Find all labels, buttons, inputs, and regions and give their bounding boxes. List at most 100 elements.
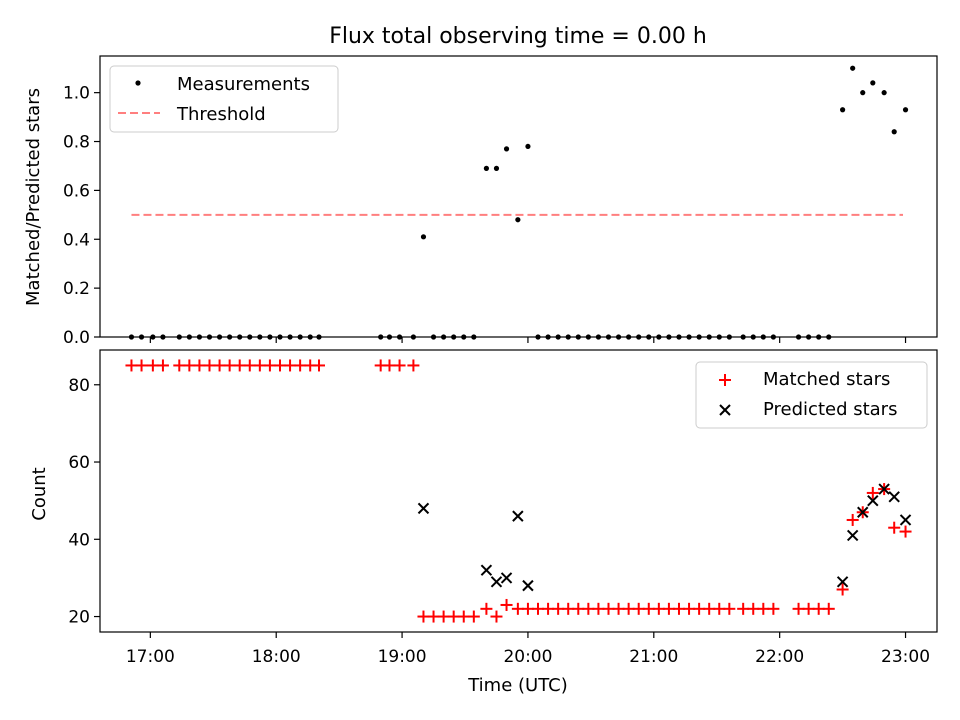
matched-stars-point <box>552 602 565 615</box>
matched-stars-point <box>407 359 420 372</box>
predicted-stars-point <box>836 576 849 588</box>
measurements-point <box>503 146 510 152</box>
matched-stars-point <box>284 359 297 372</box>
matched-stars-point <box>899 525 912 538</box>
legend-measurements-label: Measurements <box>177 74 310 95</box>
bottom-ylabel: Count <box>29 467 50 520</box>
matched-stars-point <box>767 602 780 615</box>
predicted-stars-point <box>857 506 869 518</box>
matched-stars-point <box>836 583 849 596</box>
matched-stars-point <box>802 602 815 615</box>
predicted-stars-point <box>899 514 912 526</box>
matched-stars-point <box>213 359 226 372</box>
matched-stars-point <box>480 602 493 615</box>
matched-stars-point <box>642 602 655 615</box>
matched-stars-point <box>203 359 216 372</box>
measurements-point <box>420 234 427 240</box>
matched-stars-point <box>521 602 534 615</box>
matched-stars-point <box>135 359 148 372</box>
matched-stars-point <box>542 602 555 615</box>
matched-stars-point <box>723 602 736 615</box>
bottom-ytick-label: 40 <box>68 530 90 550</box>
matched-stars-point <box>146 359 159 372</box>
matched-stars-point <box>622 602 635 615</box>
measurements-point <box>483 165 490 171</box>
matched-stars-point <box>273 359 286 372</box>
predicted-stars-point <box>878 483 890 495</box>
matched-stars-point <box>156 359 169 372</box>
matched-stars-point <box>602 602 615 615</box>
measurements-point <box>891 129 897 135</box>
top-xticks <box>149 337 907 343</box>
predicted-stars-point <box>846 529 859 542</box>
matched-stars-point <box>253 359 266 372</box>
matched-stars-point <box>703 602 716 615</box>
matched-stars-point <box>457 610 470 623</box>
matched-stars-point <box>223 359 236 372</box>
top-ytick-label: 0.2 <box>63 279 90 299</box>
predicted-stars-point <box>888 491 900 503</box>
legend-predicted-marker <box>719 404 731 416</box>
matched-stars-point <box>888 521 901 534</box>
matched-stars-point <box>662 602 675 615</box>
matched-stars-point <box>490 610 503 623</box>
matched-stars-point <box>713 602 726 615</box>
matched-stars-point <box>612 602 625 615</box>
predicted-stars-point <box>512 510 524 522</box>
xtick-label: 19:00 <box>378 647 427 667</box>
bottom-ytick-label: 60 <box>68 453 90 473</box>
matched-stars-point <box>812 602 825 615</box>
matched-stars-point <box>572 602 585 615</box>
top-panel: 0.0 0.2 0.4 0.6 0.8 1.0 Matched/Predicted sta… <box>23 55 938 348</box>
matched-stars-point <box>125 359 138 372</box>
measurements-point <box>840 107 846 113</box>
legend-predicted-label: Predicted stars <box>763 399 897 420</box>
matched-stars-point <box>592 602 605 615</box>
matched-stars-point <box>173 359 186 372</box>
x-axis-label: Time (UTC) <box>467 675 568 696</box>
xtick-label: 18:00 <box>252 647 301 667</box>
matched-stars-point <box>294 359 307 372</box>
matched-stars-point <box>313 359 326 372</box>
legend-threshold-label: Threshold <box>176 104 266 125</box>
top-plot-frame <box>99 55 938 338</box>
bottom-ytick-label: 20 <box>68 608 90 628</box>
measurements-point <box>493 165 500 171</box>
matched-stars-point <box>383 359 396 372</box>
matched-stars-point <box>792 602 805 615</box>
matched-stars-point <box>447 610 460 623</box>
xtick-label: 17:00 <box>126 647 175 667</box>
bottom-panel: 17:00 18:00 19:00 20:00 21:00 22:00 23:00 20 40… <box>29 349 938 696</box>
top-ylabel: Matched/Predicted stars <box>23 88 44 306</box>
xtick-label: 21:00 <box>629 647 678 667</box>
top-legend: Measurements Threshold <box>109 65 339 133</box>
legend-matched-label: Matched stars <box>763 369 890 390</box>
top-yticks: 0.0 0.2 0.4 0.6 0.8 1.0 <box>63 84 100 348</box>
predicted-stars-point <box>500 572 513 584</box>
matched-stars-point <box>243 359 256 372</box>
legend-measurements-marker <box>135 80 141 86</box>
top-ytick-label: 0.4 <box>63 230 90 250</box>
matched-stars-point <box>562 602 575 615</box>
matched-stars-point <box>866 486 879 499</box>
predicted-stars-point <box>480 564 493 576</box>
bottom-plot-frame <box>99 349 938 633</box>
matched-stars-point <box>532 602 545 615</box>
predicted-stars-point <box>490 576 503 588</box>
matched-stars-point <box>233 359 246 372</box>
matched-stars-point <box>672 602 685 615</box>
matched-stars-point <box>846 513 859 526</box>
bottom-legend: Matched stars Predicted stars <box>695 361 928 429</box>
top-ytick-label: 0.6 <box>63 181 90 201</box>
predicted-stars-point <box>867 494 879 507</box>
predicted-stars-point <box>522 579 534 592</box>
xtick-label: 22:00 <box>755 647 804 667</box>
matched-stars-point <box>417 610 430 623</box>
top-ytick-label: 1.0 <box>63 84 90 104</box>
predicted-stars-point <box>417 502 430 515</box>
measurements-point <box>850 65 856 71</box>
matched-stars-point <box>511 602 524 615</box>
measurements-point <box>902 107 909 113</box>
matched-stars-point <box>757 602 770 615</box>
matched-stars-point <box>393 359 406 372</box>
